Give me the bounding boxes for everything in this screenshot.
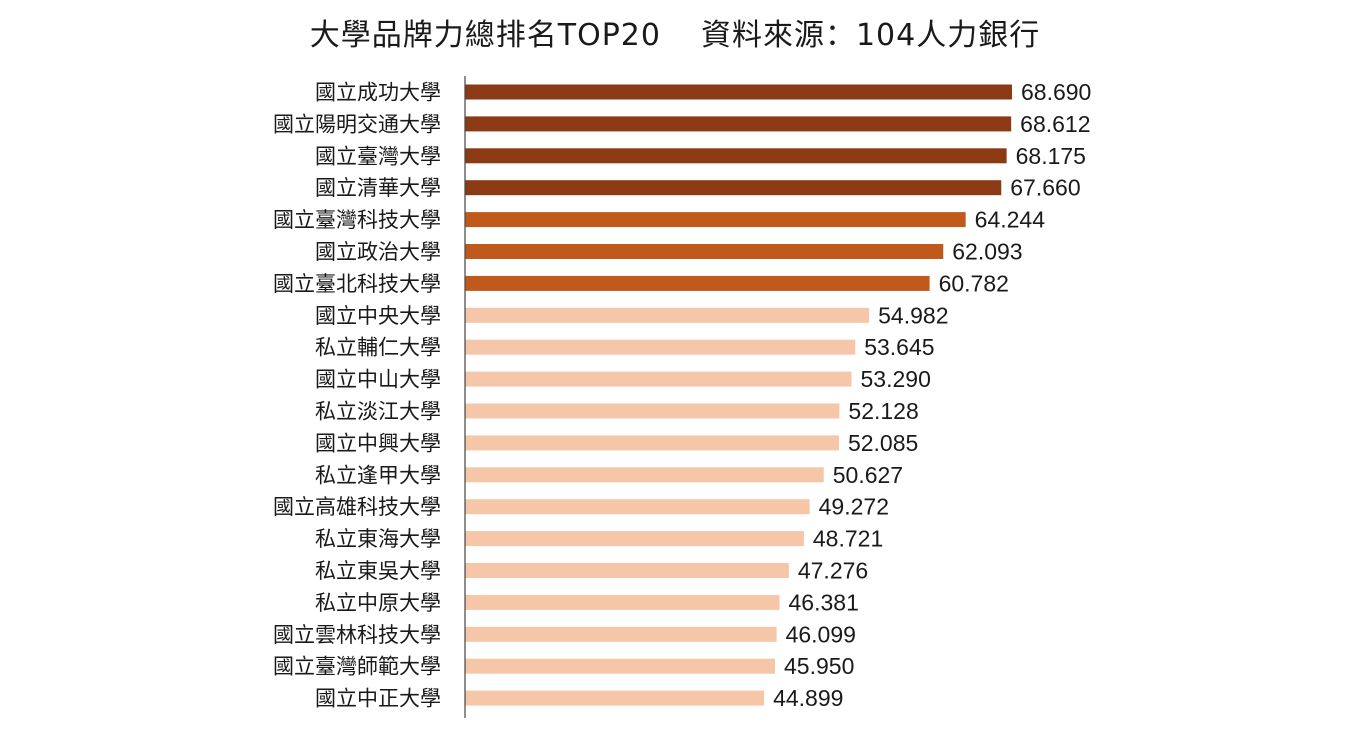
category-label-4: 國立清華大學 — [315, 176, 441, 200]
category-label-7: 國立臺北科技大學 — [273, 272, 441, 296]
value-label-2: 68.612 — [1020, 111, 1090, 137]
bar-7 — [465, 275, 930, 291]
category-label-14: 國立高雄科技大學 — [273, 495, 441, 519]
bar-13 — [465, 467, 824, 483]
bar-4 — [465, 180, 1002, 196]
category-label-16: 私立東吳大學 — [315, 559, 441, 583]
category-label-12: 國立中興大學 — [315, 431, 441, 455]
chart-title-main: 大學品牌力總排名TOP20 — [309, 18, 661, 53]
value-label-10: 53.290 — [861, 366, 931, 392]
bar-6 — [465, 244, 944, 259]
category-label-6: 國立政治大學 — [315, 240, 441, 264]
bar-1 — [465, 84, 1012, 100]
category-label-9: 私立輔仁大學 — [315, 336, 441, 360]
bar-14 — [465, 499, 810, 515]
value-label-16: 47.276 — [798, 558, 868, 584]
category-label-10: 國立中山大學 — [315, 368, 441, 392]
category-label-2: 國立陽明交通大學 — [273, 112, 441, 136]
chart-title: 大學品牌力總排名TOP20 資料來源：104人力銀行 — [0, 10, 1350, 54]
category-label-20: 國立中正大學 — [315, 687, 441, 711]
category-label-1: 國立成功大學 — [315, 81, 441, 105]
bar-20 — [465, 690, 765, 706]
value-label-14: 49.272 — [819, 494, 889, 520]
value-label-12: 52.085 — [848, 430, 918, 456]
bar-19 — [465, 658, 776, 674]
value-label-9: 53.645 — [864, 334, 934, 360]
value-label-7: 60.782 — [939, 270, 1009, 296]
category-label-15: 私立東海大學 — [315, 527, 441, 551]
value-label-5: 64.244 — [975, 207, 1046, 233]
value-label-18: 46.099 — [786, 621, 856, 647]
bar-12 — [465, 435, 839, 451]
chart-title-source: 資料來源：104人力銀行 — [700, 18, 1041, 53]
bar-3 — [465, 148, 1007, 164]
value-label-11: 52.128 — [848, 398, 918, 424]
bar-15 — [465, 531, 804, 547]
bar-10 — [465, 371, 852, 387]
value-label-4: 67.660 — [1010, 175, 1080, 201]
bar-9 — [465, 339, 856, 355]
value-label-3: 68.175 — [1016, 143, 1086, 169]
category-label-3: 國立臺灣大學 — [315, 144, 441, 168]
value-label-19: 45.950 — [784, 653, 854, 679]
bar-2 — [465, 116, 1012, 132]
value-label-1: 68.690 — [1021, 79, 1091, 105]
category-label-5: 國立臺灣科技大學 — [273, 208, 441, 232]
value-label-8: 54.982 — [878, 302, 948, 328]
bars-group: 國立成功大學 68.690 國立陽明交通大學 68.612 國立臺灣大學 68.175 國立… — [273, 79, 1091, 711]
bar-11 — [465, 403, 840, 419]
category-label-11: 私立淡江大學 — [315, 400, 441, 424]
category-label-13: 私立逢甲大學 — [315, 463, 441, 487]
category-label-19: 國立臺灣師範大學 — [273, 655, 441, 679]
value-label-20: 44.899 — [773, 685, 843, 711]
bar-5 — [465, 212, 966, 228]
value-label-6: 62.093 — [952, 239, 1022, 265]
bar-17 — [465, 594, 780, 610]
value-label-17: 46.381 — [789, 589, 859, 615]
category-label-18: 國立雲林科技大學 — [273, 623, 441, 647]
value-label-13: 50.627 — [833, 462, 903, 488]
category-label-8: 國立中央大學 — [315, 304, 441, 328]
value-label-15: 48.721 — [813, 526, 883, 552]
category-label-17: 私立中原大學 — [315, 591, 441, 615]
bar-8 — [465, 307, 870, 323]
bar-16 — [465, 563, 789, 578]
bar-18 — [465, 626, 777, 642]
